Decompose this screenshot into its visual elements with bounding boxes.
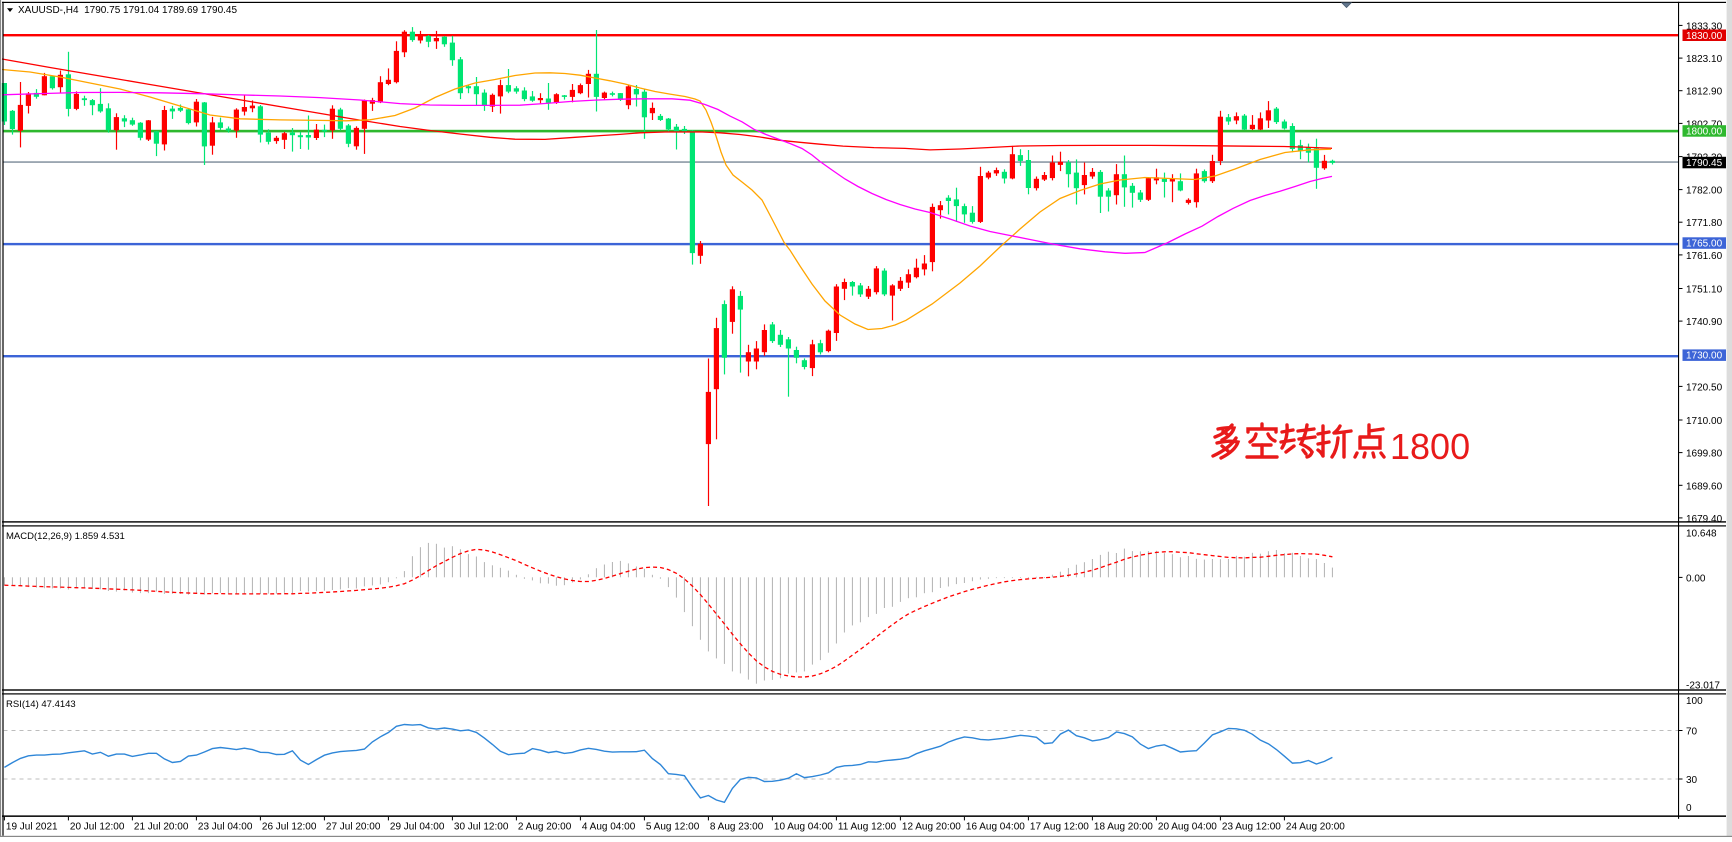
svg-text:30: 30 (1686, 775, 1698, 786)
svg-text:12 Aug 20:00: 12 Aug 20:00 (902, 822, 961, 833)
svg-text:XAUUSD-,H4 1790.75 1791.04 17: XAUUSD-,H4 1790.75 1791.04 1789.69 1790.… (18, 5, 237, 16)
svg-text:1679.40: 1679.40 (1686, 514, 1723, 525)
svg-text:16 Aug 04:00: 16 Aug 04:00 (966, 822, 1025, 833)
svg-text:17 Aug 12:00: 17 Aug 12:00 (1030, 822, 1089, 833)
svg-text:1720.50: 1720.50 (1686, 382, 1723, 393)
svg-text:24 Aug 20:00: 24 Aug 20:00 (1286, 822, 1345, 833)
svg-text:RSI(14) 47.4143: RSI(14) 47.4143 (6, 699, 76, 710)
svg-text:1765.00: 1765.00 (1686, 239, 1723, 250)
svg-text:100: 100 (1686, 696, 1703, 707)
svg-text:11 Aug 12:00: 11 Aug 12:00 (838, 822, 897, 833)
svg-text:23 Aug 12:00: 23 Aug 12:00 (1222, 822, 1281, 833)
svg-text:1689.60: 1689.60 (1686, 481, 1723, 492)
svg-text:5 Aug 12:00: 5 Aug 12:00 (646, 822, 700, 833)
svg-text:1800: 1800 (1390, 426, 1470, 467)
svg-text:20 Aug 04:00: 20 Aug 04:00 (1158, 822, 1217, 833)
svg-text:8 Aug 23:00: 8 Aug 23:00 (710, 822, 764, 833)
svg-text:70: 70 (1686, 727, 1698, 738)
svg-text:4 Aug 04:00: 4 Aug 04:00 (582, 822, 636, 833)
svg-text:1782.00: 1782.00 (1686, 186, 1723, 197)
svg-text:18 Aug 20:00: 18 Aug 20:00 (1094, 822, 1153, 833)
svg-text:1830.00: 1830.00 (1686, 31, 1723, 42)
svg-text:1823.10: 1823.10 (1686, 54, 1723, 65)
svg-text:1710.00: 1710.00 (1686, 416, 1723, 427)
svg-text:1790.45: 1790.45 (1686, 158, 1723, 169)
svg-text:1800.00: 1800.00 (1686, 127, 1723, 138)
svg-text:19 Jul 2021: 19 Jul 2021 (6, 822, 58, 833)
svg-text:0.00: 0.00 (1686, 573, 1706, 584)
svg-text:20 Jul 12:00: 20 Jul 12:00 (70, 822, 125, 833)
svg-text:10.648: 10.648 (1686, 529, 1717, 540)
svg-text:1751.10: 1751.10 (1686, 285, 1723, 296)
svg-text:27 Jul 20:00: 27 Jul 20:00 (326, 822, 381, 833)
svg-text:1740.90: 1740.90 (1686, 317, 1723, 328)
svg-text:29 Jul 04:00: 29 Jul 04:00 (390, 822, 445, 833)
svg-text:1761.60: 1761.60 (1686, 251, 1723, 262)
svg-text:1833.30: 1833.30 (1686, 21, 1723, 32)
svg-text:1802.70: 1802.70 (1686, 119, 1723, 130)
svg-text:10 Aug 04:00: 10 Aug 04:00 (774, 822, 833, 833)
svg-text:1771.80: 1771.80 (1686, 218, 1723, 229)
svg-text:-23.017: -23.017 (1686, 681, 1720, 692)
svg-text:MACD(12,26,9) 1.859 4.531: MACD(12,26,9) 1.859 4.531 (6, 531, 125, 542)
svg-text:23 Jul 04:00: 23 Jul 04:00 (198, 822, 253, 833)
svg-text:2 Aug 20:00: 2 Aug 20:00 (518, 822, 572, 833)
svg-text:26 Jul 12:00: 26 Jul 12:00 (262, 822, 317, 833)
svg-text:1812.90: 1812.90 (1686, 87, 1723, 98)
svg-text:0: 0 (1686, 803, 1692, 814)
svg-text:30 Jul 12:00: 30 Jul 12:00 (454, 822, 509, 833)
svg-text:21 Jul 20:00: 21 Jul 20:00 (134, 822, 189, 833)
svg-text:1699.80: 1699.80 (1686, 449, 1723, 460)
svg-text:1730.00: 1730.00 (1686, 351, 1723, 362)
